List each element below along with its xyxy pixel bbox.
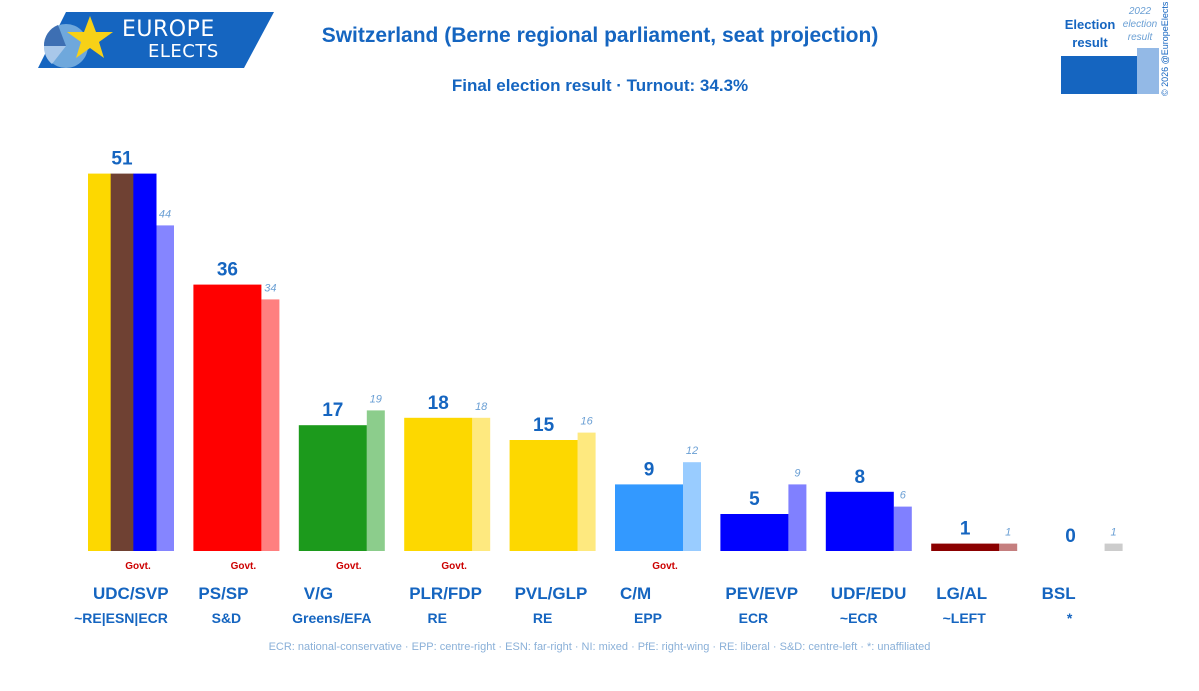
party-label-udf-edu: UDF/EDU	[831, 584, 907, 603]
group-label-udf-edu: ~ECR	[840, 610, 878, 626]
legend-label-previous: 2022 election result	[1122, 6, 1158, 43]
group-label-udc-svp: ~RE|ESN|ECR	[74, 610, 168, 626]
bar-current-udc-svp-stripe-3	[133, 173, 157, 551]
value-label-current-udc-svp: 51	[111, 149, 133, 170]
party-label-plr-fdp: PLR/FDP	[409, 584, 482, 603]
bar-previous-lg-al	[999, 543, 1018, 551]
value-label-previous-ps-sp: 34	[264, 282, 276, 294]
government-marker-udc-svp: Govt.	[125, 561, 151, 572]
government-marker-plr-fdp: Govt.	[441, 561, 467, 572]
bar-previous-udf-edu	[893, 506, 912, 551]
value-label-current-v-g: 17	[322, 400, 343, 421]
bar-previous-bsl	[1104, 543, 1123, 551]
party-label-pvl-glp: PVL/GLP	[515, 584, 588, 603]
value-label-current-bsl: 0	[1065, 526, 1076, 547]
value-label-previous-bsl: 1	[1111, 527, 1117, 539]
value-label-previous-pvl-glp: 16	[580, 416, 593, 428]
legend-swatch-current	[1061, 56, 1137, 94]
group-label-pvl-glp: RE	[533, 610, 552, 626]
bar-previous-udc-svp	[156, 225, 174, 551]
legend-label-current: Election result	[1064, 17, 1116, 50]
value-label-previous-c-m: 12	[686, 445, 698, 457]
party-label-lg-al: LG/AL	[936, 584, 987, 603]
bar-previous-v-g	[366, 410, 385, 551]
value-label-previous-plr-fdp: 18	[475, 401, 488, 413]
bar-current-plr-fdp	[404, 417, 473, 551]
bar-current-c-m	[615, 484, 683, 551]
chart-title: Switzerland (Berne regional parliament, …	[321, 24, 879, 47]
bar-previous-pvl-glp	[577, 432, 596, 551]
party-label-ps-sp: PS/SP	[198, 584, 248, 603]
chart-subtitle: Final election result · Turnout: 34.3%	[451, 76, 749, 95]
value-label-previous-lg-al: 1	[1005, 527, 1011, 539]
group-label-ps-sp: S&D	[212, 610, 242, 626]
bar-current-udc-svp-stripe-1	[88, 173, 112, 551]
bar-current-pvl-glp	[509, 440, 578, 551]
bar-current-pev-evp	[720, 514, 789, 551]
value-label-current-udf-edu: 8	[855, 467, 866, 488]
government-marker-v-g: Govt.	[336, 561, 362, 572]
value-label-current-c-m: 9	[644, 459, 655, 480]
value-label-current-pev-evp: 5	[749, 489, 760, 510]
logo-text-europe: EUROPE	[122, 17, 215, 42]
bar-previous-plr-fdp	[472, 417, 491, 551]
group-label-lg-al: ~LEFT	[943, 610, 987, 626]
bar-previous-pev-evp	[788, 484, 807, 551]
party-label-pev-evp: PEV/EVP	[725, 584, 798, 603]
bar-current-lg-al	[931, 543, 1000, 551]
party-label-bsl: BSL	[1042, 584, 1076, 603]
party-label-v-g: V/G	[304, 584, 333, 603]
group-label-v-g: Greens/EFA	[292, 610, 371, 626]
bar-current-udc-svp-stripe-2	[110, 173, 134, 551]
party-label-c-m: C/M	[620, 584, 651, 603]
value-label-previous-udc-svp: 44	[159, 208, 171, 220]
group-label-c-m: EPP	[634, 610, 662, 626]
party-label-udc-svp: UDC/SVP	[93, 584, 169, 603]
value-label-current-ps-sp: 36	[217, 260, 238, 281]
value-label-current-lg-al: 1	[960, 519, 971, 540]
group-label-bsl: *	[1067, 610, 1073, 626]
legend: Election result 2022 election result	[1058, 4, 1198, 104]
bar-current-v-g	[298, 425, 367, 551]
logo-graphic	[38, 12, 274, 68]
bar-current-ps-sp	[193, 284, 262, 551]
bar-previous-ps-sp	[261, 299, 280, 551]
value-label-current-pvl-glp: 15	[533, 415, 555, 436]
value-label-previous-v-g: 19	[370, 393, 382, 405]
value-label-previous-pev-evp: 9	[794, 467, 800, 479]
government-marker-c-m: Govt.	[652, 561, 678, 572]
value-label-previous-udf-edu: 6	[900, 490, 907, 502]
legend-swatch-previous	[1137, 48, 1159, 94]
europe-elects-logo: EUROPE ELECTS	[38, 12, 274, 68]
group-label-pev-evp: ECR	[739, 610, 769, 626]
bar-current-udf-edu	[825, 491, 894, 551]
bar-previous-c-m	[683, 462, 701, 551]
group-label-plr-fdp: RE	[427, 610, 446, 626]
value-label-current-plr-fdp: 18	[428, 393, 449, 414]
logo-text-elects: ELECTS	[148, 41, 219, 62]
footnote: ECR: national-conservative · EPP: centre…	[268, 641, 931, 653]
government-marker-ps-sp: Govt.	[231, 561, 257, 572]
